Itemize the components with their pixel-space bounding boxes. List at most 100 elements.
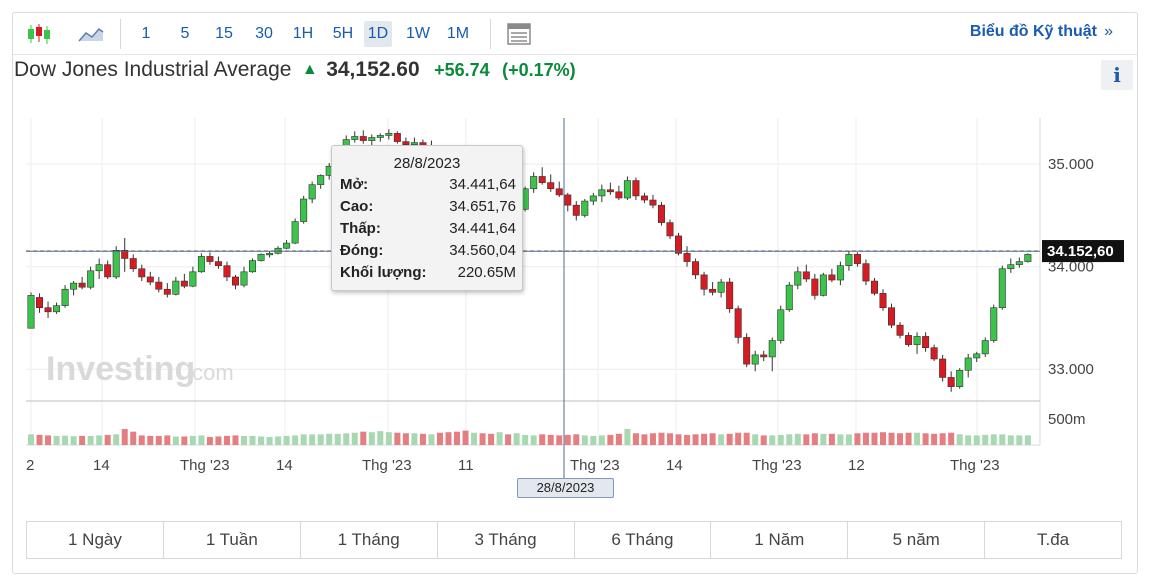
- volume-bar: [615, 433, 622, 445]
- table-icon[interactable]: [503, 21, 535, 47]
- volume-bar: [436, 432, 443, 445]
- range-button[interactable]: T.đa: [1036, 530, 1070, 549]
- volume-bar: [189, 435, 196, 445]
- volume-bar: [266, 437, 273, 445]
- interval-button[interactable]: 15: [215, 25, 233, 42]
- candle: [572, 204, 580, 216]
- interval-button[interactable]: 1M: [446, 25, 470, 42]
- tooltip-value: 34.441,64: [449, 220, 516, 237]
- candle: [240, 271, 248, 286]
- candle: [317, 175, 325, 185]
- candle: [530, 176, 538, 190]
- candle: [70, 282, 78, 290]
- range-button[interactable]: 3 Tháng: [438, 522, 575, 558]
- range-button[interactable]: 1 Tháng: [301, 522, 438, 558]
- x-tick-label: Thg '23: [950, 457, 1000, 474]
- volume-bar: [394, 432, 401, 445]
- tooltip-label: Đóng:: [340, 242, 384, 259]
- interval-button[interactable]: 30: [255, 25, 273, 42]
- volume-bar: [241, 435, 247, 445]
- interval-button[interactable]: 1D: [364, 21, 392, 47]
- candle: [853, 254, 861, 264]
- volume-bar: [445, 432, 452, 445]
- candle: [589, 195, 597, 202]
- candlestick-icon[interactable]: [23, 21, 55, 47]
- candle: [998, 268, 1006, 309]
- volume-bar: [292, 435, 299, 445]
- x-tick-label: 2: [26, 457, 34, 474]
- candle: [973, 353, 981, 359]
- candle: [990, 307, 998, 341]
- candle: [632, 180, 640, 197]
- volume-bar: [522, 434, 529, 445]
- tooltip-row: Mở: 34.441,64: [340, 176, 516, 196]
- x-tick-label: 14: [93, 457, 110, 474]
- candle: [802, 271, 810, 280]
- volume-bar: [428, 434, 435, 445]
- interval-button[interactable]: 5H: [332, 25, 354, 42]
- candle: [206, 256, 214, 262]
- volume-bar: [607, 434, 614, 445]
- volume-bar: [965, 435, 972, 445]
- volume-bar: [70, 436, 77, 445]
- interval-button[interactable]: 5: [180, 25, 190, 42]
- volume-bar: [956, 434, 963, 445]
- volume-bar: [283, 435, 290, 445]
- candle: [1024, 254, 1032, 262]
- volume-bar: [402, 433, 409, 445]
- volume-bar: [130, 431, 137, 445]
- candle: [598, 189, 606, 197]
- volume-bar: [667, 433, 673, 445]
- range-button[interactable]: 6 Tháng: [575, 522, 712, 558]
- volume-bar: [275, 436, 282, 445]
- investing-watermark: Investing: [46, 350, 195, 388]
- volume-bar: [258, 436, 265, 445]
- candle: [981, 340, 989, 355]
- candle: [1007, 264, 1015, 270]
- volume-bar: [309, 434, 316, 445]
- candle: [581, 200, 589, 216]
- volume-bar: [914, 432, 921, 445]
- volume-bar: [419, 433, 426, 445]
- toolbar-separator: [120, 19, 121, 49]
- volume-bar: [232, 435, 239, 445]
- info-icon[interactable]: i: [1101, 60, 1133, 90]
- volume-bar: [692, 434, 699, 445]
- range-button[interactable]: 1 Tuần: [164, 522, 301, 558]
- tooltip-date: 28/8/2023: [393, 155, 461, 172]
- volume-bar: [999, 434, 1006, 445]
- tooltip-row: Khối lượng: 220.65M: [340, 264, 516, 284]
- double-chevron-right-icon[interactable]: »: [1104, 23, 1113, 40]
- volume-bar: [598, 435, 605, 445]
- volume-bar: [880, 432, 886, 445]
- candle: [819, 274, 827, 296]
- candle: [231, 276, 239, 286]
- interval-button[interactable]: 1: [141, 25, 151, 42]
- up-arrow-icon: ▲: [301, 61, 318, 78]
- volume-bar: [581, 435, 588, 445]
- range-button[interactable]: 1 Năm: [711, 522, 849, 558]
- candle: [172, 280, 180, 295]
- volume-bar: [530, 435, 537, 445]
- candle: [146, 276, 154, 283]
- volume-bar: [854, 433, 861, 445]
- candle: [121, 249, 129, 259]
- volume-bar: [351, 432, 358, 445]
- volume-bar: [334, 433, 341, 445]
- tooltip-label: Cao:: [340, 198, 374, 215]
- candle: [393, 133, 401, 142]
- interval-button[interactable]: 1H: [292, 25, 314, 42]
- technical-chart-link[interactable]: Biểu đồ Kỹ thuật: [969, 23, 1097, 40]
- candle: [155, 281, 163, 290]
- interval-button[interactable]: 1W: [406, 25, 430, 42]
- last-price-box: [1042, 240, 1124, 263]
- area-chart-icon[interactable]: [75, 21, 107, 47]
- candle: [734, 308, 742, 338]
- y-tick-label: 34.000: [1048, 259, 1094, 276]
- range-button[interactable]: 1 Ngày: [27, 522, 164, 558]
- volume-bar: [198, 435, 205, 445]
- candle: [683, 253, 691, 262]
- range-button[interactable]: 5 năm: [848, 522, 986, 558]
- candle: [257, 254, 265, 261]
